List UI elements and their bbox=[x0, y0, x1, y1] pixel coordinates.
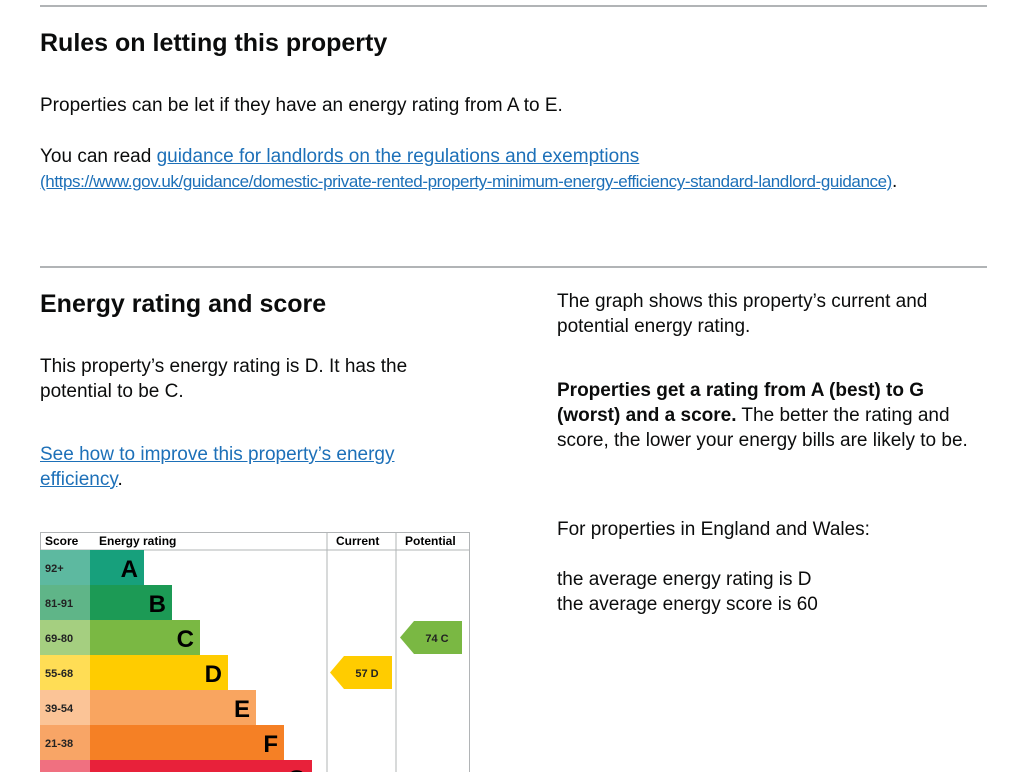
improve-link[interactable]: See how to improve this property’s energ… bbox=[40, 444, 395, 490]
header-current: Current bbox=[336, 534, 379, 548]
band-letter-E: E bbox=[234, 696, 250, 723]
energy-summary: This property’s energy rating is D. It h… bbox=[40, 354, 480, 404]
band-letter-D: D bbox=[205, 661, 222, 688]
header-score: Score bbox=[45, 534, 79, 548]
guidance-link[interactable]: guidance for landlords on the regulation… bbox=[40, 146, 892, 192]
average-score: the average energy score is 60 bbox=[557, 592, 818, 617]
band-letter-F: F bbox=[263, 731, 278, 758]
divider bbox=[40, 5, 987, 7]
guidance-paragraph: You can read guidance for landlords on t… bbox=[40, 144, 990, 194]
band-bar-F bbox=[90, 725, 284, 760]
band-letter-C: C bbox=[177, 626, 194, 653]
energy-title: Energy rating and score bbox=[40, 290, 326, 319]
rules-title: Rules on letting this property bbox=[40, 29, 387, 58]
header-potential: Potential bbox=[405, 534, 456, 548]
graph-description: The graph shows this property’s current … bbox=[557, 289, 997, 339]
average-rating: the average energy rating is D bbox=[557, 567, 812, 592]
band-bar-G bbox=[90, 760, 312, 772]
england-wales-label: For properties in England and Wales: bbox=[557, 517, 870, 542]
potential-rating-label: 74 C bbox=[425, 633, 448, 645]
rating-explanation: Properties get a rating from A (best) to… bbox=[557, 378, 987, 453]
energy-rating-chart: Score Energy rating Current Potential 92+ A 81… bbox=[40, 532, 472, 772]
band-letter-G: G bbox=[287, 766, 306, 772]
band-letter-A: A bbox=[121, 556, 138, 583]
rules-text: Properties can be let if they have an en… bbox=[40, 93, 563, 118]
score-label-A: 92+ bbox=[45, 563, 64, 575]
score-label-B: 81-91 bbox=[45, 598, 73, 610]
score-label-F: 21-38 bbox=[45, 738, 73, 750]
band-bar-E bbox=[90, 690, 256, 725]
header-energy-rating: Energy rating bbox=[99, 534, 176, 548]
score-label-C: 69-80 bbox=[45, 633, 73, 645]
band-letter-B: B bbox=[149, 591, 166, 618]
score-label-D: 55-68 bbox=[45, 668, 73, 680]
score-label-E: 39-54 bbox=[45, 703, 74, 715]
read-prefix: You can read bbox=[40, 146, 157, 167]
divider bbox=[40, 266, 987, 268]
current-rating-label: 57 D bbox=[355, 668, 378, 680]
improve-paragraph: See how to improve this property’s energ… bbox=[40, 442, 480, 492]
score-cell-G bbox=[40, 760, 90, 772]
